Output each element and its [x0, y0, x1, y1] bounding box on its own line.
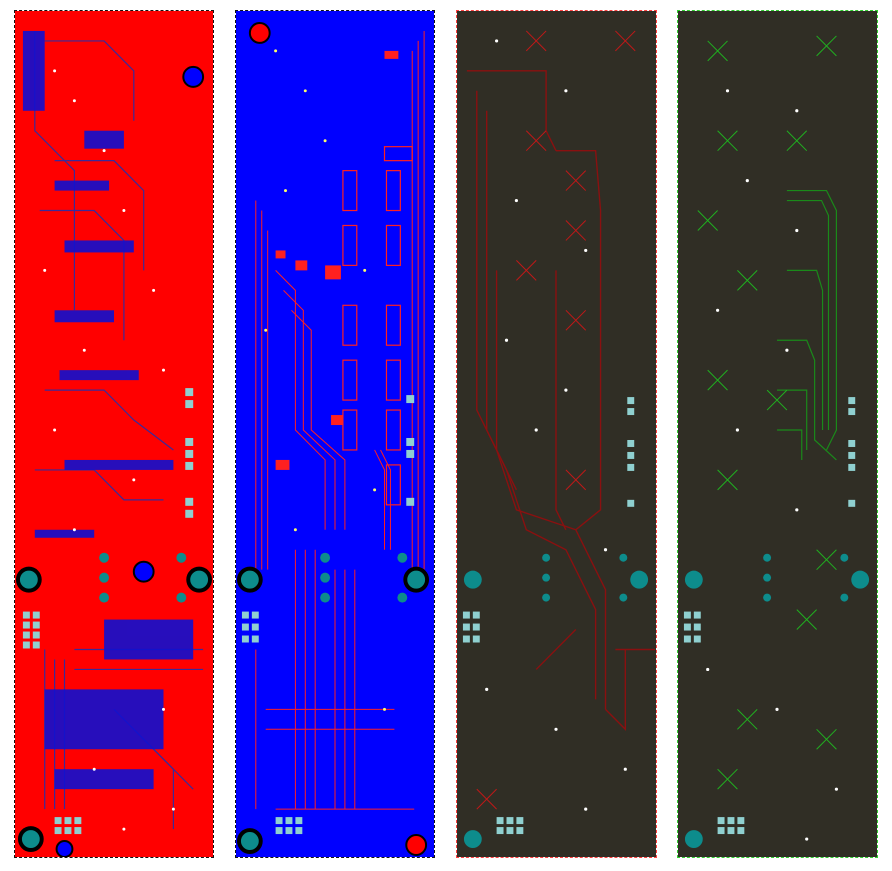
component-pads [462, 397, 635, 835]
mounting-holes [463, 553, 649, 849]
component-pads [22, 388, 194, 835]
signal-traces [466, 70, 656, 731]
board-inner-layer-red [456, 10, 657, 858]
component-pads [241, 395, 415, 835]
vias [43, 69, 175, 831]
top-copper-artwork [15, 11, 213, 857]
vias [264, 49, 386, 711]
mounting-holes [15, 65, 213, 857]
component-outlines [342, 146, 413, 506]
substrate [678, 11, 877, 857]
red-pads [275, 50, 399, 470]
board-top-copper-layer [14, 10, 214, 858]
board-inner-layer-green [677, 10, 878, 858]
component-pads [683, 397, 856, 835]
signal-traces [777, 189, 838, 461]
board-bottom-copper-layer [235, 10, 435, 858]
inner-green-artwork [678, 11, 877, 857]
crossed-markers [476, 30, 636, 810]
vias [485, 39, 627, 811]
blue-zones [22, 30, 194, 790]
signal-traces [255, 30, 425, 810]
mounting-holes [236, 21, 430, 857]
bottom-copper-artwork [236, 11, 434, 857]
mounting-holes [684, 553, 870, 849]
crossed-markers [697, 35, 837, 790]
vias [706, 89, 838, 841]
inner-red-artwork [457, 11, 656, 857]
